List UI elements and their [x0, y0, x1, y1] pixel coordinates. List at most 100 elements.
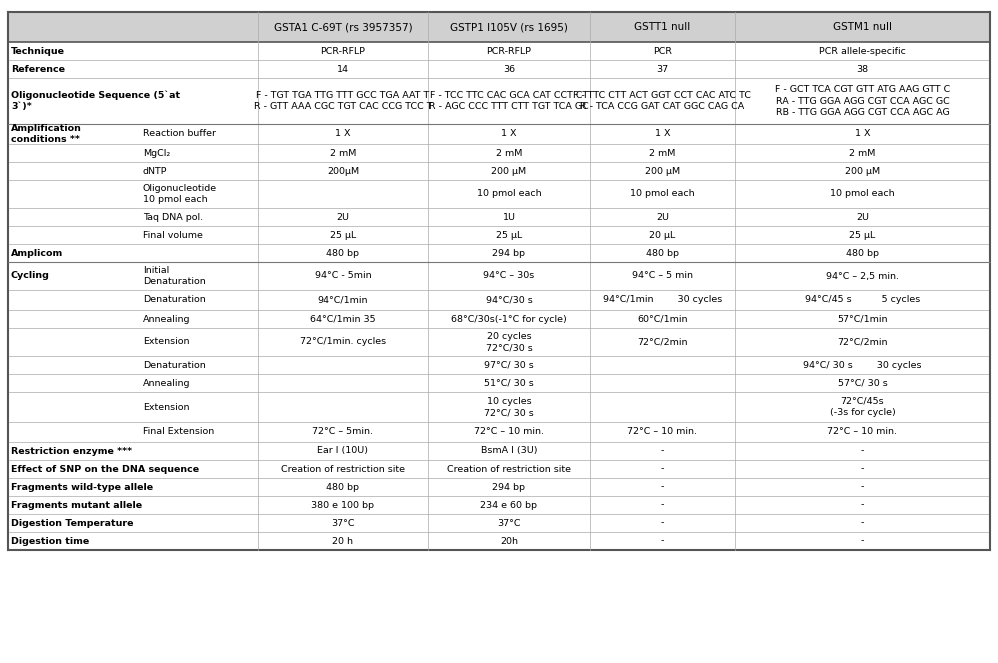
Text: 200 μM: 200 μM [845, 166, 880, 176]
Text: 10 pmol each: 10 pmol each [630, 190, 695, 198]
Text: PCR-RFLP: PCR-RFLP [320, 46, 365, 56]
Text: 64°C/1min 35: 64°C/1min 35 [310, 314, 376, 324]
Text: F - TGT TGA TTG TTT GCC TGA AAT T
R - GTT AAA CGC TGT CAC CCG TCC T: F - TGT TGA TTG TTT GCC TGA AAT T R - GT… [253, 91, 432, 111]
Text: Annealing: Annealing [143, 379, 191, 387]
Text: 94°C – 2,5 min.: 94°C – 2,5 min. [826, 272, 899, 280]
Text: 57°C/ 30 s: 57°C/ 30 s [837, 379, 887, 387]
Text: 72°C – 10 min.: 72°C – 10 min. [827, 428, 897, 436]
Bar [8, 12, 990, 550]
Text: dNTP: dNTP [143, 166, 168, 176]
Text: 72°C/2min: 72°C/2min [638, 337, 688, 347]
Text: GSTM1 null: GSTM1 null [833, 22, 892, 32]
Text: 1 X: 1 X [854, 129, 870, 139]
Text: 1 X: 1 X [335, 129, 350, 139]
Text: -: - [861, 536, 864, 546]
Text: F - TCC TTC CAC GCA CAT CCT CT
R - AGC CCC TTT CTT TGT TCA GC: F - TCC TTC CAC GCA CAT CCT CT R - AGC C… [429, 91, 589, 111]
Text: 380 e 100 bp: 380 e 100 bp [311, 501, 374, 509]
Text: 51°C/ 30 s: 51°C/ 30 s [484, 379, 534, 387]
Text: 2 mM: 2 mM [650, 149, 676, 158]
Text: -: - [661, 536, 665, 546]
Text: Final Extension: Final Extension [143, 428, 215, 436]
Text: BsmA I (3U): BsmA I (3U) [481, 446, 537, 455]
Text: 57°C/1min: 57°C/1min [837, 314, 888, 324]
Text: 20 h: 20 h [332, 536, 353, 546]
Text: 480 bp: 480 bp [326, 483, 359, 491]
Text: Annealing: Annealing [143, 314, 191, 324]
Text: 94°C/45 s          5 cycles: 94°C/45 s 5 cycles [804, 296, 920, 304]
Text: 36: 36 [503, 64, 515, 74]
Text: PCR: PCR [653, 46, 672, 56]
Text: 25 μL: 25 μL [849, 231, 875, 239]
Text: PCR allele-specific: PCR allele-specific [819, 46, 906, 56]
Text: 480 bp: 480 bp [326, 249, 359, 257]
Text: 72°C – 10 min.: 72°C – 10 min. [474, 428, 544, 436]
Text: 10 pmol each: 10 pmol each [830, 190, 895, 198]
Text: 37°C: 37°C [497, 518, 521, 528]
Text: 37: 37 [657, 64, 669, 74]
Text: GSTP1 I105V (rs 1695): GSTP1 I105V (rs 1695) [450, 22, 568, 32]
Text: Denaturation: Denaturation [143, 361, 206, 369]
Text: Amplicom: Amplicom [11, 249, 63, 257]
Text: Fragments wild-type allele: Fragments wild-type allele [11, 483, 153, 491]
Text: 94°C - 5min: 94°C - 5min [314, 272, 371, 280]
Text: -: - [661, 501, 665, 509]
Text: -: - [861, 483, 864, 491]
Text: Digestion Temperature: Digestion Temperature [11, 518, 134, 528]
Text: 72°C/45s
(-3s for cycle): 72°C/45s (-3s for cycle) [829, 397, 895, 417]
Text: Extension: Extension [143, 402, 190, 412]
Text: 1U: 1U [503, 213, 516, 221]
Text: 2 mM: 2 mM [329, 149, 356, 158]
Text: F - TTC CTT ACT GGT CCT CAC ATC TC
R - TCA CCG GAT CAT GGC CAG CA: F - TTC CTT ACT GGT CCT CAC ATC TC R - T… [574, 91, 751, 111]
Text: Reference: Reference [11, 64, 65, 74]
Text: -: - [661, 446, 665, 455]
Text: 480 bp: 480 bp [646, 249, 679, 257]
Text: 25 μL: 25 μL [330, 231, 356, 239]
Text: Taq DNA pol.: Taq DNA pol. [143, 213, 204, 221]
Text: 10 cycles
72°C/ 30 s: 10 cycles 72°C/ 30 s [484, 397, 534, 417]
Text: Effect of SNP on the DNA sequence: Effect of SNP on the DNA sequence [11, 465, 200, 473]
Text: 94°C/30 s: 94°C/30 s [486, 296, 532, 304]
Text: 25 μL: 25 μL [496, 231, 522, 239]
Text: Fragments mutant allele: Fragments mutant allele [11, 501, 142, 509]
Text: Digestion time: Digestion time [11, 536, 89, 546]
Text: 38: 38 [856, 64, 868, 74]
Text: 20 cycles
72°C/30 s: 20 cycles 72°C/30 s [486, 332, 532, 352]
Text: 234 e 60 bp: 234 e 60 bp [480, 501, 538, 509]
Text: 60°C/1min: 60°C/1min [638, 314, 688, 324]
Text: GSTT1 null: GSTT1 null [635, 22, 691, 32]
Text: 294 bp: 294 bp [492, 483, 526, 491]
Text: 1 X: 1 X [655, 129, 671, 139]
Text: PCR-RFLP: PCR-RFLP [486, 46, 532, 56]
Text: Oligonucleotide
10 pmol each: Oligonucleotide 10 pmol each [143, 184, 218, 204]
Text: 37°C: 37°C [331, 518, 354, 528]
Text: Creation of restriction site: Creation of restriction site [281, 465, 405, 473]
Text: 200μM: 200μM [327, 166, 359, 176]
Text: -: - [661, 483, 665, 491]
Text: 200 μM: 200 μM [491, 166, 527, 176]
Text: 68°C/30s(-1°C for cycle): 68°C/30s(-1°C for cycle) [451, 314, 567, 324]
Text: 72°C/1min. cycles: 72°C/1min. cycles [300, 337, 386, 347]
Text: 10 pmol each: 10 pmol each [477, 190, 541, 198]
Text: 20 μL: 20 μL [650, 231, 676, 239]
Text: -: - [861, 446, 864, 455]
Text: 94°C – 30s: 94°C – 30s [483, 272, 535, 280]
Text: 72°C – 5min.: 72°C – 5min. [312, 428, 373, 436]
Text: 2U: 2U [856, 213, 869, 221]
Text: 480 bp: 480 bp [846, 249, 879, 257]
Text: 2 mM: 2 mM [849, 149, 875, 158]
Text: 2 mM: 2 mM [496, 149, 522, 158]
Text: -: - [861, 518, 864, 528]
Text: MgCl₂: MgCl₂ [143, 149, 171, 158]
Text: GSTA1 C-69T (rs 3957357): GSTA1 C-69T (rs 3957357) [273, 22, 412, 32]
Text: 2U: 2U [336, 213, 349, 221]
Text: 2U: 2U [656, 213, 669, 221]
Text: 97°C/ 30 s: 97°C/ 30 s [484, 361, 534, 369]
Text: 1 X: 1 X [501, 129, 517, 139]
Text: Creation of restriction site: Creation of restriction site [447, 465, 571, 473]
Text: Extension: Extension [143, 337, 190, 347]
Text: Restriction enzyme ***: Restriction enzyme *** [11, 446, 132, 455]
Text: -: - [661, 518, 665, 528]
Text: 72°C – 10 min.: 72°C – 10 min. [628, 428, 698, 436]
Text: 94°C/ 30 s        30 cycles: 94°C/ 30 s 30 cycles [803, 361, 922, 369]
Text: 20h: 20h [500, 536, 518, 546]
